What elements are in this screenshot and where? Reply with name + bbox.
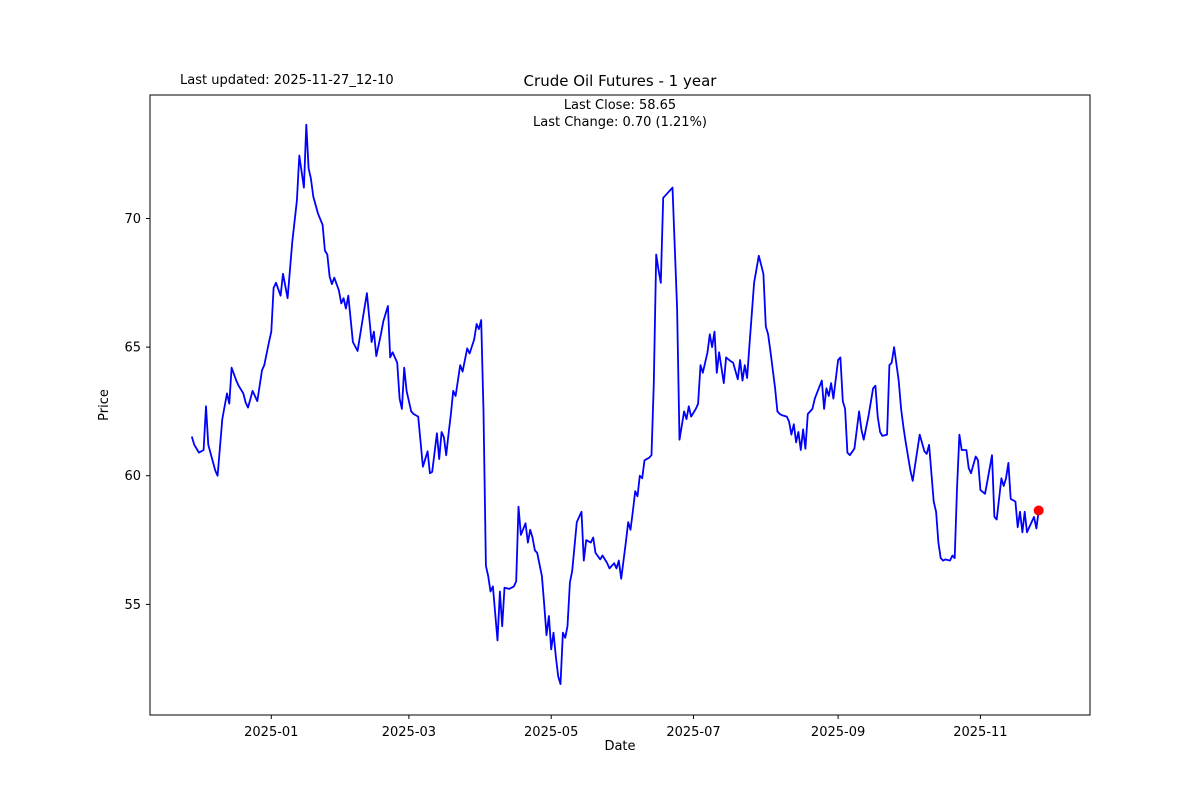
last-close-text: Last Close: 58.65 xyxy=(563,98,677,113)
last-updated-label: Last updated: 2025-11-27_12-10 xyxy=(180,73,394,88)
last-price-marker xyxy=(1033,505,1044,516)
y-tick-label: 70 xyxy=(124,212,141,227)
x-tick-label: 2025-01 xyxy=(244,725,298,740)
price-line xyxy=(191,123,1040,685)
plot-border xyxy=(149,94,1091,716)
y-tick-label: 60 xyxy=(124,469,141,484)
x-tick-label: 2025-09 xyxy=(811,725,865,740)
x-tick-label: 2025-07 xyxy=(666,725,720,740)
y-tick-label: 55 xyxy=(124,598,141,613)
x-axis-label: Date xyxy=(604,739,636,754)
last-price-annotation: Last Close: 58.65 Last Change: 0.70 (1.2… xyxy=(150,97,1090,131)
x-tick-label: 2025-11 xyxy=(953,725,1007,740)
last-change-text: Last Change: 0.70 (1.21%) xyxy=(532,115,707,130)
x-tick-label: 2025-03 xyxy=(382,725,436,740)
x-tick-label: 2025-05 xyxy=(524,725,578,740)
y-tick-label: 65 xyxy=(124,341,141,356)
chart-title: Crude Oil Futures - 1 year xyxy=(523,72,717,90)
